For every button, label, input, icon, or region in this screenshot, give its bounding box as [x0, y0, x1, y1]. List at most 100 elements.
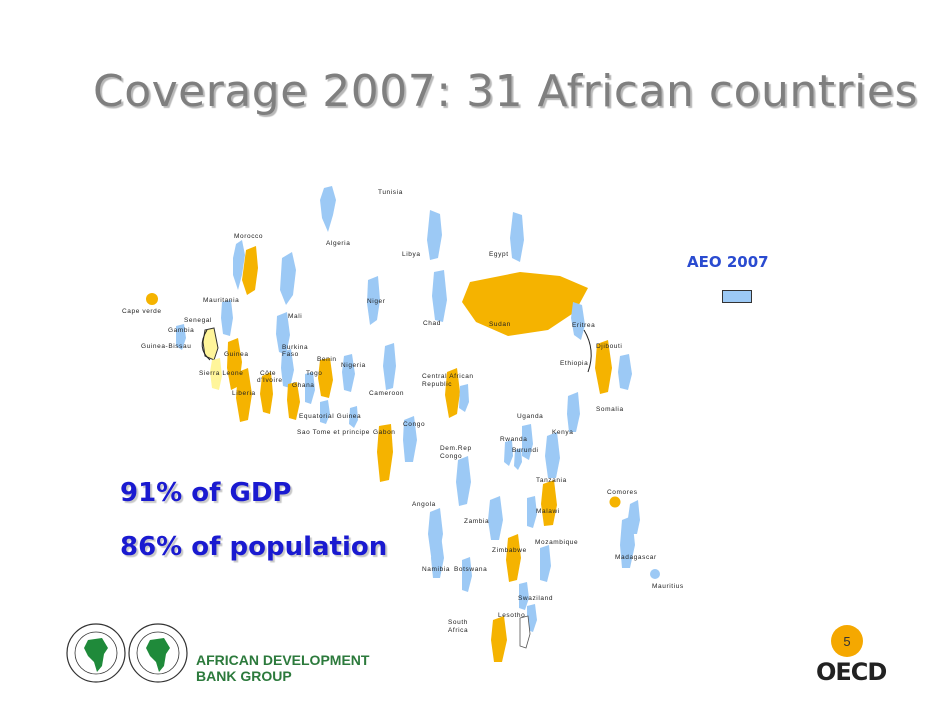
country-shape-nigeria[interactable]	[342, 354, 355, 392]
country-shape-burkina-faso[interactable]	[281, 349, 294, 388]
label-cape-verde: Cape verde	[122, 308, 162, 315]
label-south-africa-2: Africa	[448, 627, 468, 634]
country-shape-morocco[interactable]	[233, 240, 245, 290]
country-shape-kenya[interactable]	[545, 432, 560, 478]
legend-swatch	[722, 290, 752, 303]
afdb-name: AFRICAN DEVELOPMENT BANK GROUP	[196, 652, 370, 684]
label-cote-2: d'Ivoire	[257, 377, 283, 384]
label-zambia: Zambia	[464, 518, 489, 525]
country-shape-sierra-leone[interactable]	[210, 358, 222, 390]
country-shape-burundi[interactable]	[514, 448, 522, 470]
label-mauritius: Mauritius	[652, 583, 684, 590]
label-car-1: Central African	[422, 373, 474, 380]
page-number: 5	[831, 625, 863, 657]
label-sudan: Sudan	[489, 321, 511, 328]
oecd-logo: OECD	[816, 658, 887, 686]
country-shape-ethiopia[interactable]	[595, 340, 612, 394]
label-ghana: Ghana	[292, 382, 315, 389]
country-shape-egypt[interactable]	[510, 212, 524, 262]
label-south-africa-1: South	[448, 619, 468, 626]
label-tunisia: Tunisia	[378, 189, 403, 196]
country-shape-cameroon[interactable]	[383, 343, 396, 390]
label-sierra-leone: Sierra Leone	[199, 370, 243, 377]
label-comores: Comores	[607, 489, 638, 496]
stat-population: 86% of population	[120, 532, 388, 562]
country-shape-cote-divoire[interactable]	[260, 372, 273, 414]
label-senegal: Senegal	[184, 317, 212, 324]
country-shape-zimbabwe[interactable]	[540, 545, 551, 582]
country-shape-tanzania[interactable]	[541, 480, 557, 526]
country-shape-zambia[interactable]	[488, 496, 503, 540]
country-shape-lesotho[interactable]	[527, 604, 537, 632]
label-gambia: Gambia	[168, 327, 194, 334]
country-shape-eritrea[interactable]	[571, 302, 585, 340]
country-shape-namibia[interactable]	[431, 535, 444, 578]
afdb-logo	[66, 623, 188, 683]
label-madagascar: Madagascar	[615, 554, 657, 561]
label-mali: Mali	[288, 313, 302, 320]
country-shape-malawi[interactable]	[527, 496, 537, 528]
country-shape-ghana[interactable]	[287, 382, 300, 420]
country-shape-south-africa[interactable]	[491, 616, 507, 662]
country-shape-algeria[interactable]	[280, 252, 296, 305]
label-benin: Benin	[317, 356, 337, 363]
label-tanzania: Tanzania	[536, 477, 567, 484]
label-angola: Angola	[412, 501, 436, 508]
country-shape-liberia[interactable]	[236, 368, 252, 422]
country-shape-benin[interactable]	[318, 358, 333, 398]
label-namibia: Namibia	[422, 566, 450, 573]
label-malawi: Malawi	[536, 508, 560, 515]
label-uganda: Uganda	[517, 413, 543, 420]
country-shape-botswana[interactable]	[462, 557, 472, 592]
legend-label: AEO 2007	[687, 253, 769, 271]
label-lesotho: Lesotho	[498, 612, 525, 619]
label-liberia: Liberia	[232, 390, 256, 397]
country-shape-niger[interactable]	[367, 276, 380, 325]
country-shape-mali[interactable]	[276, 312, 290, 355]
label-ethiopia: Ethiopia	[560, 360, 588, 367]
country-shape-senegal[interactable]	[176, 324, 186, 350]
country-shape-sudan[interactable]	[462, 272, 588, 336]
country-shape-rwanda[interactable]	[504, 440, 513, 466]
country-shape-swaziland[interactable]	[519, 582, 529, 610]
label-togo: Togo	[306, 370, 323, 377]
country-shape-cape-verde[interactable]	[146, 293, 158, 305]
country-shape-car[interactable]	[445, 368, 460, 418]
label-chad: Chad	[423, 320, 441, 327]
country-shape-madagascar[interactable]	[620, 516, 635, 568]
country-shape-congo[interactable]	[403, 416, 417, 462]
country-shape-equatorial-guinea[interactable]	[320, 400, 330, 424]
country-shape-sao-tome[interactable]	[349, 406, 358, 428]
label-nigeria: Nigeria	[341, 362, 366, 369]
label-burkina-2: Faso	[282, 351, 299, 358]
label-kenya: Kenya	[552, 429, 573, 436]
country-shape-comores-dot[interactable]	[609, 496, 621, 508]
country-shape-libya[interactable]	[427, 210, 442, 260]
country-shape-djibouti[interactable]	[618, 354, 632, 390]
country-shape-morocco-south[interactable]	[242, 246, 258, 295]
country-shape-drc[interactable]	[456, 456, 471, 506]
country-shape-car-east[interactable]	[459, 384, 469, 412]
label-sao-tome: Sao Tome et principe	[297, 429, 370, 436]
label-burkina-1: Burkina	[282, 344, 308, 351]
bracket-east	[583, 329, 592, 373]
country-shape-gabon[interactable]	[377, 424, 393, 482]
label-car-2: Republic	[422, 381, 452, 388]
country-shape-mauritania[interactable]	[221, 300, 233, 336]
country-shape-mozambique[interactable]	[506, 534, 521, 582]
country-shape-mauritius[interactable]	[650, 569, 660, 579]
country-shape-chad[interactable]	[432, 270, 447, 322]
label-guinea-bissau: Guinea-Bissau	[141, 343, 191, 350]
label-equatorial-guinea: Equatorial Guinea	[299, 413, 361, 420]
label-mauritania: Mauritania	[203, 297, 239, 304]
country-shape-togo[interactable]	[305, 372, 315, 404]
label-drc-1: Dem.Rep	[440, 445, 472, 452]
country-shape-somalia[interactable]	[567, 392, 580, 432]
country-shape-uganda[interactable]	[522, 424, 533, 460]
label-niger: Niger	[367, 298, 386, 305]
label-gabon: Gabon	[373, 429, 396, 436]
label-burundi: Burundi	[512, 447, 539, 454]
label-egypt: Egypt	[489, 251, 509, 258]
slide-title: Coverage 2007: 31 African countries	[93, 66, 918, 117]
country-shape-tunisia[interactable]	[320, 186, 336, 232]
